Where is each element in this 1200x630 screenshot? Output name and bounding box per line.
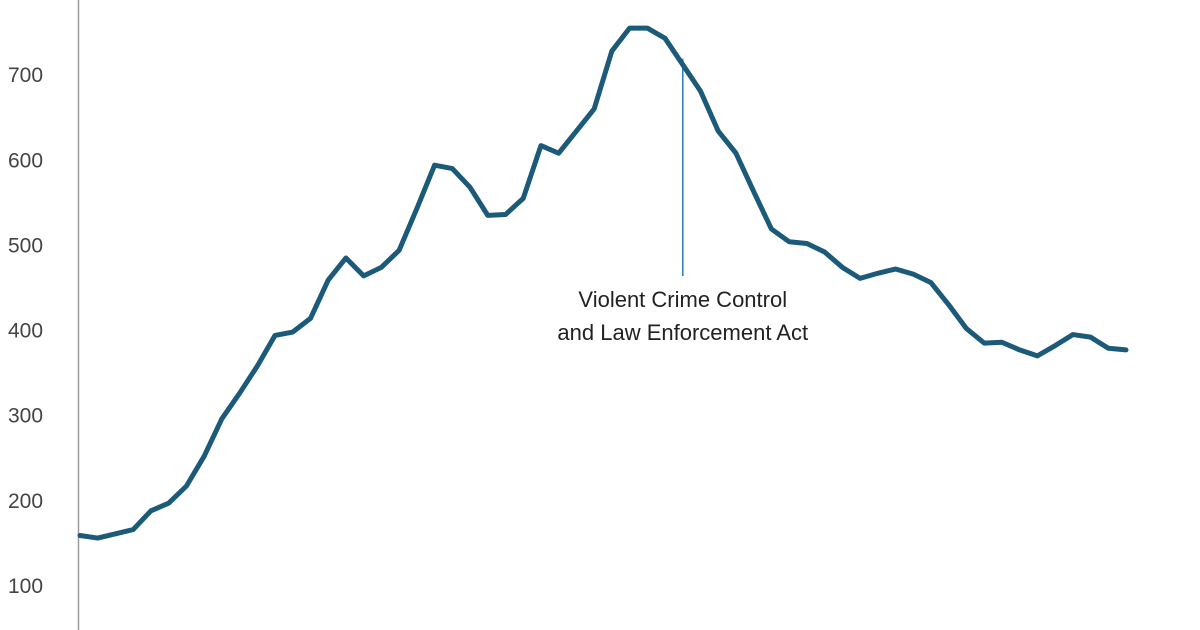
y-tick-label: 600 — [8, 149, 43, 172]
y-tick-label: 500 — [8, 234, 43, 257]
annotation-text: Violent Crime Control — [578, 287, 787, 312]
data-line — [77, 25, 1129, 541]
y-tick-label: 200 — [8, 490, 43, 513]
annotation-text: and Law Enforcement Act — [557, 320, 808, 345]
y-tick-label: 400 — [8, 320, 43, 343]
y-tick-label: 100 — [8, 575, 43, 598]
y-tick-label: 700 — [8, 64, 43, 87]
y-tick-label: 300 — [8, 405, 43, 428]
